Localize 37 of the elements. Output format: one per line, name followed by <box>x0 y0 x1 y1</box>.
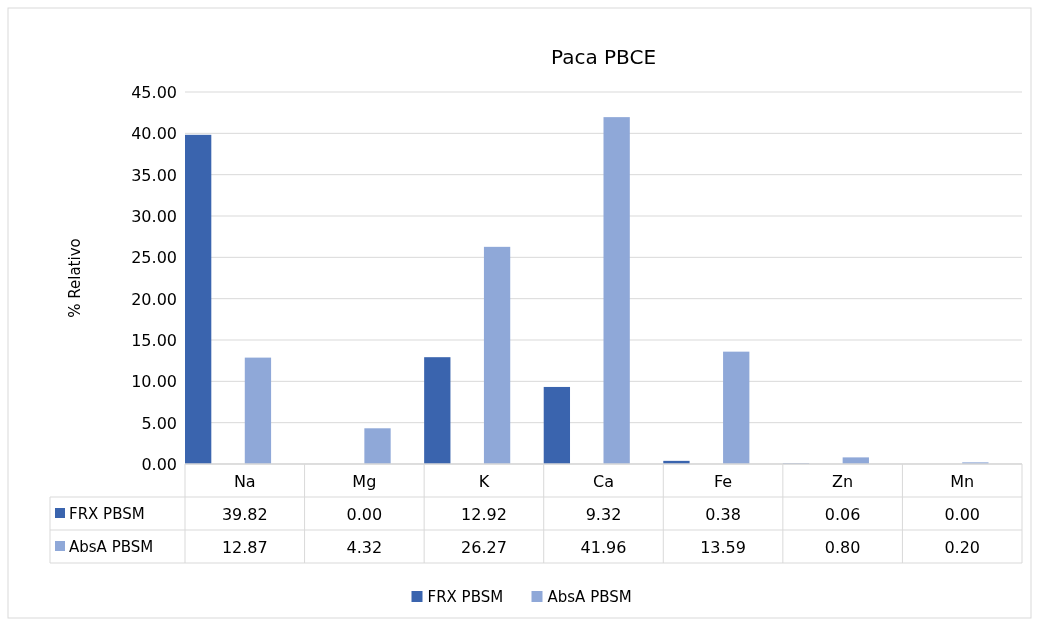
y-tick-label: 15.00 <box>131 331 177 350</box>
legend-label: AbsA PBSM <box>69 538 154 556</box>
data-label: 26.27 <box>461 538 507 557</box>
data-label: 0.00 <box>346 505 383 524</box>
data-label: 12.87 <box>221 538 268 557</box>
y-tick-label: 10.00 <box>131 372 177 392</box>
y-tick-label: 20.00 <box>131 289 177 309</box>
data-label: 0.80 <box>824 538 861 557</box>
y-axis-title: % Relativo <box>66 238 84 318</box>
data-label: 0.20 <box>944 538 981 557</box>
y-tick-label: 25.00 <box>131 248 177 268</box>
y-tick-label: 30.00 <box>131 207 177 226</box>
y-tick-label: 35.00 <box>131 165 177 185</box>
y-tick-label: 40.00 <box>131 124 177 144</box>
data-label: 0.00 <box>944 505 981 524</box>
x-tick-label: Mg <box>352 472 377 491</box>
legend-label: FRX PBSM <box>69 505 145 523</box>
data-label: 4.32 <box>346 538 383 557</box>
x-tick-label: Fe <box>713 472 733 491</box>
data-label: 13.59 <box>700 538 746 557</box>
data-label: 39.82 <box>221 505 268 524</box>
x-tick-label: Mn <box>950 472 975 491</box>
x-tick-label: Na <box>233 472 256 491</box>
data-label: 12.92 <box>461 505 507 524</box>
x-tick-label: Ca <box>593 472 614 491</box>
data-label: 41.96 <box>580 538 627 557</box>
y-tick-label: 0.00 <box>141 455 177 474</box>
text: FRX PBSM <box>427 588 504 606</box>
data-label: 0.38 <box>705 505 741 524</box>
x-tick-label: Zn <box>832 472 854 491</box>
data-label: 9.32 <box>585 505 622 524</box>
y-tick-label: 45.00 <box>131 83 177 102</box>
chart-title: Paca PBCE <box>550 45 657 69</box>
text: AbsA PBSM <box>547 588 632 606</box>
y-tick-label: 5.00 <box>141 413 177 433</box>
x-tick-label: K <box>478 472 490 491</box>
data-label: 0.06 <box>824 505 861 524</box>
